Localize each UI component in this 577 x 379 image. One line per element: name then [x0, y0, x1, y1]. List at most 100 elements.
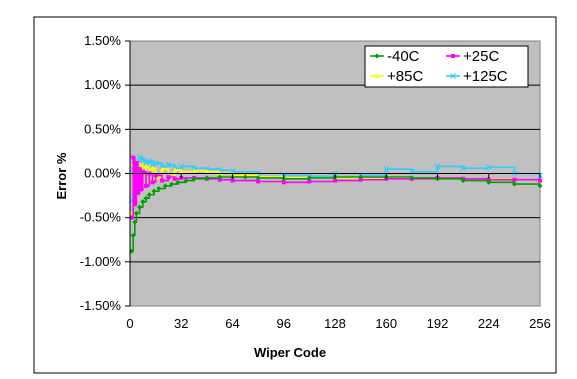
- data-point: [137, 204, 143, 210]
- x-tick-label: 0: [126, 316, 133, 331]
- data-point: [512, 177, 517, 182]
- data-point: [166, 175, 171, 180]
- data-point: [140, 199, 146, 205]
- data-point: [143, 159, 149, 166]
- series-layer: [128, 154, 543, 254]
- data-point: [149, 165, 155, 171]
- data-point: [140, 169, 145, 174]
- x-tick-label: 224: [478, 316, 500, 331]
- legend-item: +85C: [370, 68, 423, 85]
- y-tick-label: 1.50%: [84, 33, 121, 48]
- data-point: [144, 183, 149, 188]
- data-point: [281, 180, 286, 185]
- data-point: [538, 178, 542, 183]
- data-point: [169, 181, 175, 187]
- data-point: [409, 175, 415, 181]
- legend-label: +125C: [463, 68, 508, 85]
- legend-label: -40C: [387, 48, 420, 65]
- data-point: [307, 179, 312, 184]
- x-axis-ticks: 0 32 64 96 128 160 192 224 256: [126, 41, 551, 331]
- legend: -40C +25C +85C +125C: [364, 45, 529, 88]
- data-point: [139, 187, 144, 192]
- data-point: [434, 163, 441, 170]
- data-point: [486, 177, 491, 182]
- data-point: [131, 155, 136, 160]
- data-point: [281, 176, 287, 182]
- series-4: [128, 154, 543, 203]
- data-point: [178, 163, 185, 170]
- data-point: [255, 175, 261, 181]
- x-tick-label: 160: [375, 316, 397, 331]
- data-point: [486, 179, 492, 185]
- data-point: [165, 161, 172, 168]
- data-point: [204, 175, 210, 181]
- data-point: [460, 165, 467, 172]
- data-point: [460, 178, 466, 184]
- legend-item: -40C: [370, 48, 420, 65]
- legend-label: +25C: [463, 48, 499, 65]
- x-tick-label: 96: [277, 316, 291, 331]
- y-tick-label: 0.50%: [84, 121, 121, 136]
- data-point: [149, 161, 156, 168]
- data-point: [191, 168, 197, 173]
- legend-swatch-marker: [451, 54, 455, 58]
- data-point: [129, 215, 134, 220]
- data-point: [150, 180, 155, 185]
- data-point: [160, 178, 165, 183]
- data-point: [333, 178, 337, 183]
- data-point: [151, 188, 157, 194]
- data-point: [217, 174, 223, 180]
- data-point: [153, 173, 158, 178]
- data-point: [162, 183, 168, 189]
- legend-swatch-marker: [374, 53, 380, 59]
- x-tick-label: 64: [225, 316, 239, 331]
- data-point: [159, 163, 165, 170]
- legend-item: +125C: [446, 68, 508, 85]
- data-point: [230, 178, 235, 183]
- data-point: [143, 163, 149, 169]
- data-point: [485, 164, 492, 171]
- data-point: [217, 177, 222, 182]
- y-axis-ticks: 1.50% 1.00% 0.50% 0.00% -0.50% -1.00% -1.50%: [80, 33, 130, 313]
- x-tick-label: 32: [174, 316, 188, 331]
- x-axis-title: Wiper Code: [254, 345, 326, 360]
- data-point: [159, 166, 165, 172]
- data-point: [256, 179, 261, 184]
- data-point: [191, 176, 197, 182]
- legend-swatch-marker: [374, 73, 380, 78]
- data-point: [143, 195, 149, 201]
- data-point: [511, 181, 517, 187]
- data-point: [435, 176, 440, 182]
- data-point: [191, 165, 197, 172]
- y-tick-label: -0.50%: [80, 210, 122, 225]
- data-point: [358, 177, 363, 182]
- x-tick-label: 256: [529, 316, 551, 331]
- data-point: [130, 232, 136, 238]
- y-tick-label: 0.00%: [84, 166, 121, 181]
- data-point: [133, 210, 139, 216]
- legend-swatch-marker: [450, 73, 456, 79]
- data-point: [178, 169, 184, 174]
- data-point: [183, 178, 189, 184]
- data-point: [175, 179, 181, 185]
- series-1: [129, 174, 543, 254]
- data-point: [134, 160, 139, 165]
- data-point: [204, 169, 210, 174]
- data-point: [132, 219, 138, 225]
- data-point: [537, 183, 543, 189]
- data-point: [156, 186, 162, 192]
- legend-box: [364, 45, 529, 88]
- data-point: [146, 192, 152, 198]
- data-point: [172, 167, 178, 172]
- y-tick-label: -1.50%: [80, 298, 122, 313]
- data-point: [306, 175, 312, 181]
- y-axis-title: Error %: [54, 152, 69, 199]
- data-point: [137, 167, 142, 172]
- data-point: [242, 174, 248, 180]
- data-point: [152, 159, 159, 166]
- legend-item: +25C: [446, 48, 499, 65]
- data-point: [358, 174, 364, 180]
- data-point: [136, 190, 141, 195]
- data-point: [132, 202, 137, 207]
